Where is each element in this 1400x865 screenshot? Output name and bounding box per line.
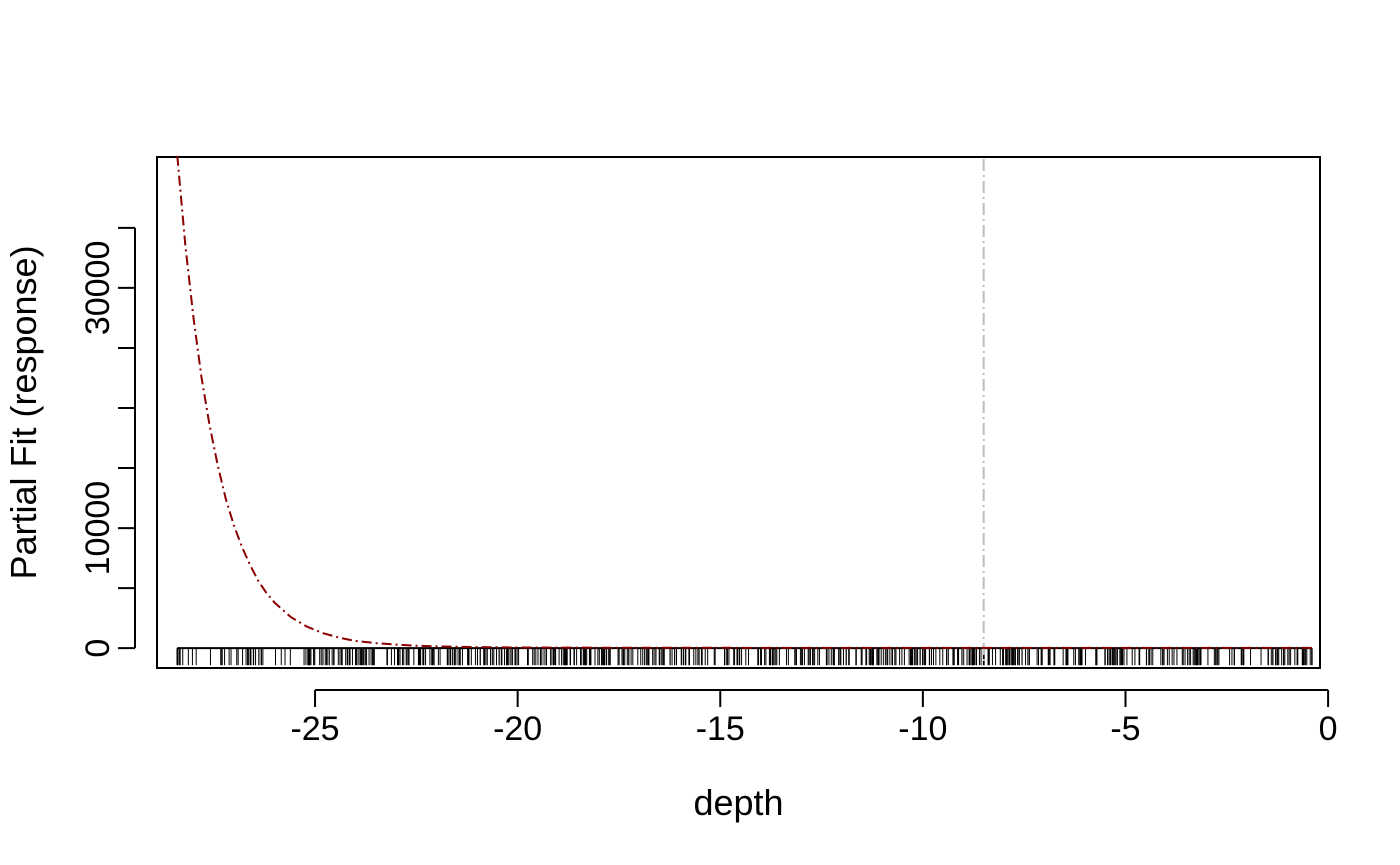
rug — [176, 647, 1313, 666]
x-tick-label: -25 — [290, 710, 339, 748]
plot-box — [156, 156, 1321, 669]
y-tick-label: 10000 — [79, 481, 117, 576]
x-tick-label: -20 — [493, 710, 542, 748]
fit-curve — [176, 155, 1312, 649]
x-tick-label: -10 — [898, 710, 947, 748]
y-tick-label: 30000 — [79, 241, 117, 336]
x-tick-label: 0 — [1319, 710, 1338, 748]
x-tick-label: -5 — [1110, 710, 1140, 748]
x-axis: -25 -20 -15 -10 -5 0 — [290, 689, 1338, 748]
y-axis: 0 10000 30000 — [79, 226, 136, 658]
x-tick-label: -15 — [696, 710, 745, 748]
x-axis-label: depth — [693, 782, 783, 823]
y-axis-label: Partial Fit (response) — [3, 245, 44, 579]
y-tick-label: 0 — [79, 639, 117, 658]
